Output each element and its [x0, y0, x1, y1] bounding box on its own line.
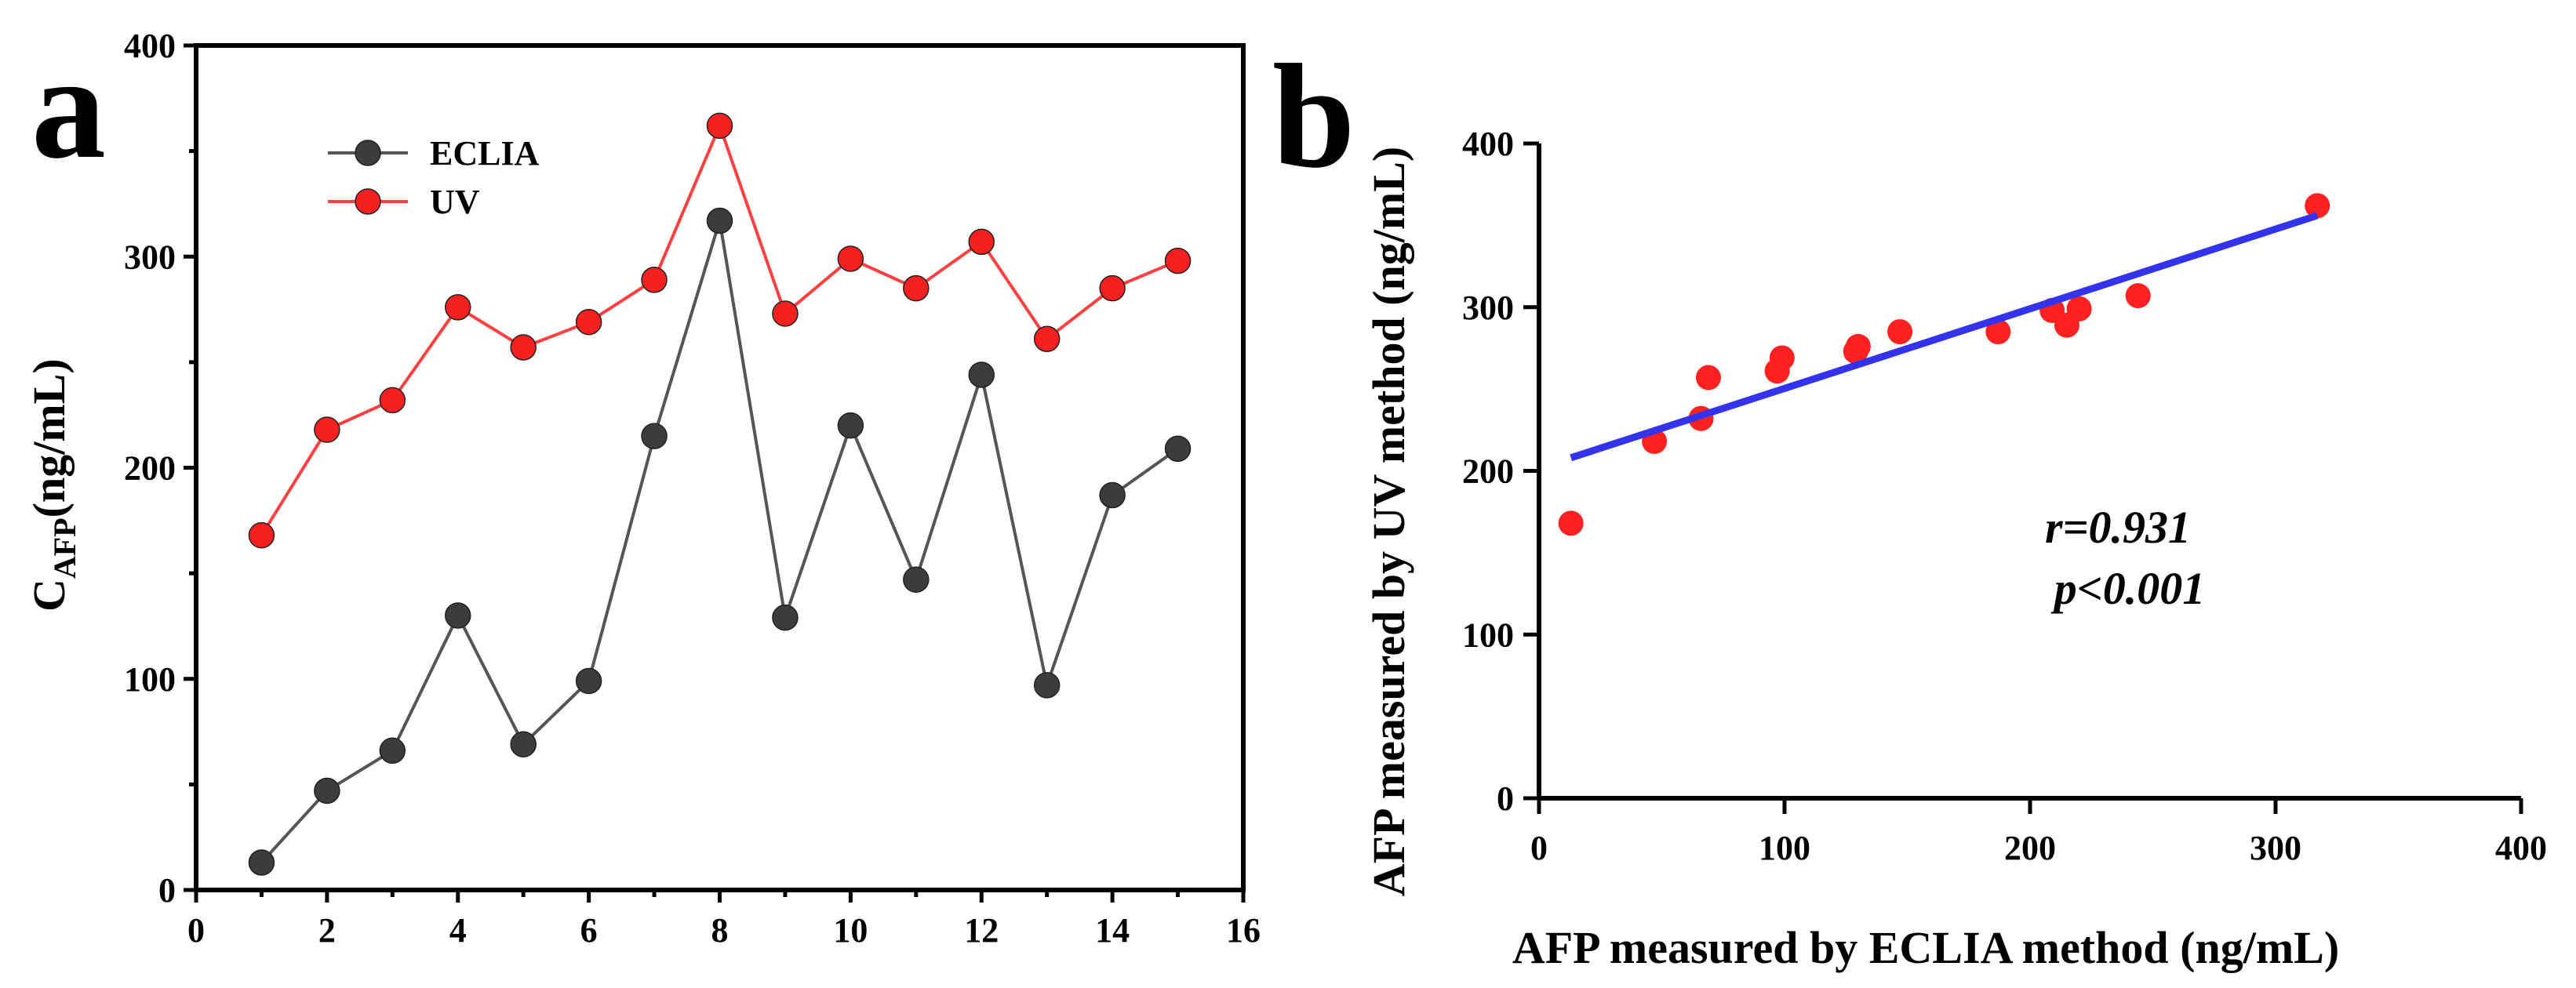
x-tick-label: 0	[1530, 829, 1548, 867]
y-tick-label: 200	[124, 449, 176, 488]
y-tick-label: 400	[1462, 125, 1514, 163]
panel-a-frame	[194, 43, 1246, 892]
scatter-point	[2066, 296, 2092, 321]
panel-a-y-axis-title: CAFP(ng/mL)	[24, 358, 82, 612]
x-tick-label: 12	[964, 911, 999, 950]
uv-marker	[772, 300, 799, 327]
eclia-line	[260, 220, 1179, 864]
panel-a-axes: 0 2 4 6 8 10 12 14 16 0 100 200 300 400	[124, 27, 1261, 950]
x-tick-label: 4	[449, 911, 467, 950]
y-tick-label: 0	[158, 871, 176, 910]
eclia-marker	[314, 777, 340, 805]
uv-marker	[903, 274, 930, 302]
uv-marker	[837, 245, 864, 272]
uv-marker	[510, 334, 537, 361]
x-tick-label: 300	[2250, 829, 2301, 867]
eclia-marker	[968, 361, 995, 388]
y-tick-label: 100	[1462, 616, 1514, 654]
uv-marker	[706, 112, 733, 140]
eclia-marker	[1099, 481, 1126, 509]
y-title-rest: (ng/mL)	[24, 358, 75, 518]
y-tick-label: 100	[124, 660, 176, 699]
panel-a-legend: ECLIA UV	[328, 134, 540, 221]
panel-b-label: b	[1272, 35, 1355, 199]
y-title-main: C	[24, 579, 75, 612]
x-tick-label: 200	[2004, 829, 2056, 867]
eclia-marker	[248, 849, 275, 876]
correlation-r: r=0.931	[2045, 502, 2191, 553]
eclia-marker	[379, 737, 406, 765]
scatter-point	[1845, 333, 1871, 359]
x-tick-label: 6	[580, 911, 598, 950]
uv-legend-label: UV	[430, 183, 480, 221]
panel-b: b 0 100 200 300 400 0 100 200 300 400 AFP measure…	[1272, 35, 2547, 973]
eclia-legend-marker	[355, 140, 381, 166]
y-title-subscript: AFP	[47, 518, 82, 579]
x-tick-label: 0	[187, 911, 205, 950]
panel-a: a 0 2 4 6 8 10 12 14 16 0 100 200 300 400 CAFP(ng/mL)…	[24, 25, 1261, 950]
uv-legend-marker	[355, 188, 381, 215]
eclia-marker	[837, 412, 864, 439]
regression-line	[1570, 212, 2319, 462]
y-tick-label: 200	[1462, 452, 1514, 491]
scatter-point	[1695, 365, 1721, 390]
eclia-marker	[510, 731, 537, 757]
p-value: p<0.001	[2050, 563, 2206, 614]
x-tick-label: 16	[1226, 911, 1261, 950]
uv-marker	[1099, 274, 1126, 302]
uv-marker	[1033, 325, 1061, 353]
uv-marker	[445, 294, 471, 321]
y-tick-label: 0	[1497, 779, 1514, 818]
eclia-marker	[1164, 435, 1192, 463]
eclia-marker	[575, 667, 602, 695]
scatter-point	[2305, 193, 2330, 219]
scatter-point	[1558, 510, 1584, 536]
uv-marker	[314, 416, 340, 443]
eclia-marker	[772, 604, 799, 631]
uv-marker	[641, 267, 668, 293]
scatter-point	[2125, 283, 2151, 309]
x-tick-label: 2	[318, 911, 336, 950]
panel-b-axes: 0 100 200 300 400 0 100 200 300 400	[1462, 125, 2547, 867]
x-tick-label: 14	[1095, 911, 1130, 950]
y-tick-label: 400	[124, 27, 176, 65]
eclia-marker	[903, 566, 930, 593]
y-tick-label: 300	[1462, 289, 1514, 327]
uv-marker	[379, 387, 406, 414]
eclia-marker	[706, 207, 733, 234]
panel-b-y-axis-title: AFP measured by UV method (ng/mL)	[1363, 147, 1414, 897]
panel-b-x-axis-title: AFP measured by ECLIA method (ng/mL)	[1512, 922, 2339, 973]
x-tick-label: 8	[711, 911, 729, 950]
x-tick-label: 400	[2495, 829, 2547, 867]
scatter-point	[1985, 319, 2011, 345]
eclia-legend-label: ECLIA	[430, 134, 540, 173]
uv-marker	[575, 308, 602, 336]
panel-a-label: a	[31, 25, 106, 190]
uv-marker	[968, 228, 995, 256]
y-tick-label: 300	[124, 238, 176, 276]
panel-a-series	[248, 112, 1192, 876]
scatter-point	[1887, 319, 1913, 345]
panel-b-points	[1558, 193, 2330, 536]
eclia-marker	[1033, 672, 1061, 699]
scatter-point	[1769, 345, 1795, 371]
eclia-marker	[641, 423, 668, 449]
uv-marker	[1164, 247, 1192, 274]
uv-marker	[248, 521, 275, 549]
x-tick-label: 10	[833, 911, 868, 950]
x-tick-label: 100	[1759, 829, 1810, 867]
eclia-marker	[445, 602, 471, 629]
